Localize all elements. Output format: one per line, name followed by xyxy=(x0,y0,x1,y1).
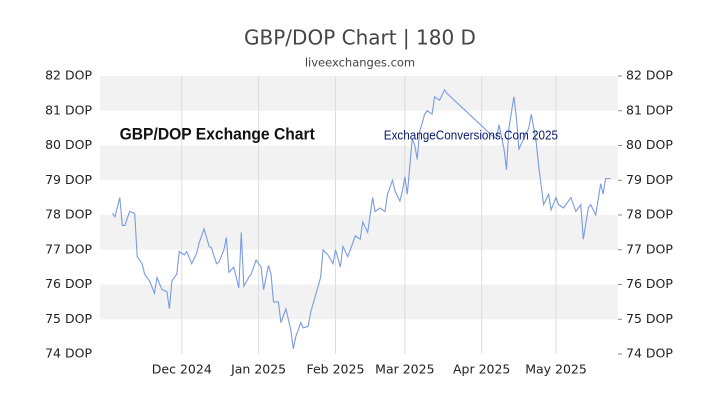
x-tick-label: Mar 2025 xyxy=(375,362,434,377)
band xyxy=(100,76,618,111)
y-tick-label: 77 DOP xyxy=(45,241,92,256)
y-tick-label: 75 DOP xyxy=(45,311,92,326)
plot-area xyxy=(100,75,622,355)
y-tick-label: 78 DOP xyxy=(45,207,92,222)
y-tick-label: 81 DOP xyxy=(45,102,92,117)
x-tick-label: Apr 2025 xyxy=(453,362,510,377)
y2-tick-label: 78 DOP xyxy=(626,207,673,222)
price-line xyxy=(111,88,611,349)
y-tick-label: 80 DOP xyxy=(45,137,92,152)
x-tick-label: Jan 2025 xyxy=(230,362,286,377)
y2-tick-label: 82 DOP xyxy=(626,68,673,83)
watermark: GBP/DOP Exchange Chart xyxy=(120,125,316,144)
y-tick-label: 79 DOP xyxy=(45,172,92,187)
chart-title: GBP/DOP Chart | 180 D xyxy=(244,26,476,50)
watermark: ExchangeConversions.Com 2025 xyxy=(384,128,558,143)
band xyxy=(100,215,618,250)
x-tick-label: Dec 2024 xyxy=(152,362,212,377)
band xyxy=(100,145,618,181)
y2-tick-label: 79 DOP xyxy=(626,172,673,187)
y2-tick-label: 77 DOP xyxy=(626,241,673,256)
chart-subtitle: liveexchanges.com xyxy=(305,56,415,70)
y2-tick-label: 80 DOP xyxy=(626,137,673,152)
y-tick-label: 74 DOP xyxy=(45,346,92,361)
y2-tick-label: 74 DOP xyxy=(626,346,673,361)
x-tick-label: Feb 2025 xyxy=(306,362,364,377)
band xyxy=(100,284,618,320)
y2-tick-label: 76 DOP xyxy=(626,276,673,291)
y2-tick-label: 75 DOP xyxy=(626,311,673,326)
y-tick-label: 76 DOP xyxy=(45,276,92,291)
y2-tick-label: 81 DOP xyxy=(626,102,673,117)
x-tick-label: May 2025 xyxy=(525,362,587,377)
y-tick-label: 82 DOP xyxy=(45,68,92,83)
